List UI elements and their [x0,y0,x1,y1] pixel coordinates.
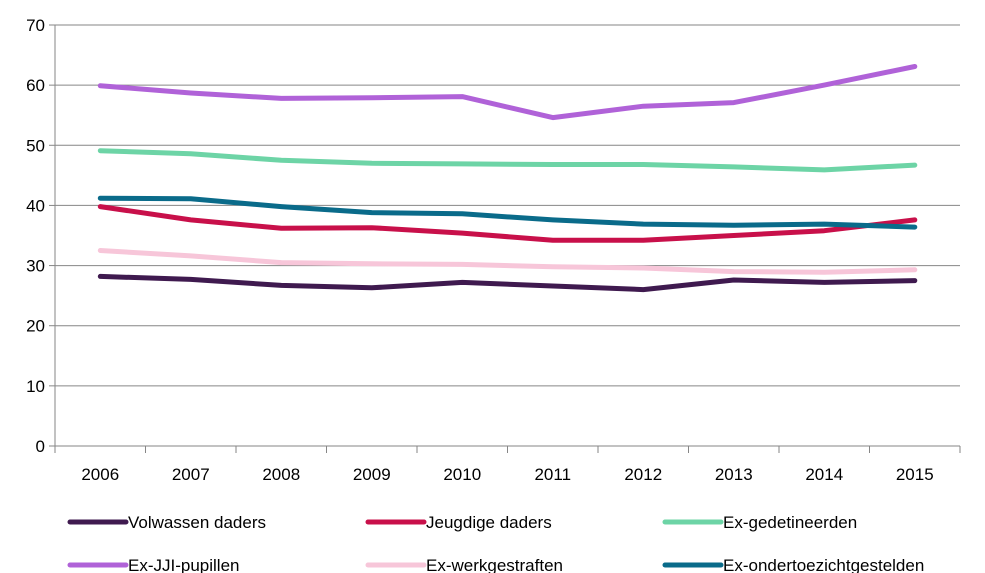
legend-item: Ex-werkgestraften [365,556,563,573]
legend-item: Jeugdige daders [365,513,552,532]
x-tick-label: 2011 [534,465,571,484]
x-tick-label: 2008 [262,465,300,484]
x-tick-label: 2010 [443,465,481,484]
x-tick-label: 2015 [896,465,934,484]
x-tick-label: 2006 [81,465,119,484]
x-tick-label: 2009 [353,465,391,484]
y-tick-label: 20 [26,317,45,336]
y-tick-label: 70 [26,16,45,35]
legend-item: Ex-ondertoezichtgestelden [662,556,924,573]
y-tick-label: 10 [26,377,45,396]
y-tick-label: 30 [26,257,45,276]
series-lines [97,64,918,293]
x-axis-tick-labels: 2006 2007 2008 2009 2010 2011 2012 2013 2014 2015 [81,465,933,484]
series-line-2 [97,148,918,173]
axes [49,24,961,453]
legend-label: Jeugdige daders [426,513,552,532]
legend-label: Ex-gedetineerden [723,513,857,532]
legend-label: Ex-werkgestraften [426,556,563,573]
legend-label: Ex-JJI-pupillen [128,556,240,573]
series-line-0 [97,273,918,293]
x-tick-label: 2007 [172,465,210,484]
legend-item: Volwassen daders [67,513,266,532]
y-tick-label: 40 [26,196,45,215]
series-line-1 [97,204,918,243]
x-tick-label: 2012 [624,465,662,484]
legend-item: Ex-JJI-pupillen [67,556,240,573]
y-axis-tick-labels: 0 10 20 30 40 50 60 70 [26,16,45,456]
y-tick-label: 60 [26,76,45,95]
legend-item: Ex-gedetineerden [662,513,857,532]
y-tick-label: 0 [36,437,45,456]
legend: Volwassen daders Jeugdige daders Ex-gedeti… [67,513,924,573]
x-tick-label: 2013 [715,465,753,484]
series-line-5 [97,195,918,230]
x-tick-label: 2014 [805,465,843,484]
series-line-4 [97,248,918,275]
legend-label: Ex-ondertoezichtgestelden [723,556,924,573]
legend-label: Volwassen daders [128,513,266,532]
gridlines [55,24,960,387]
series-line-3 [97,64,918,121]
y-tick-label: 50 [26,136,45,155]
